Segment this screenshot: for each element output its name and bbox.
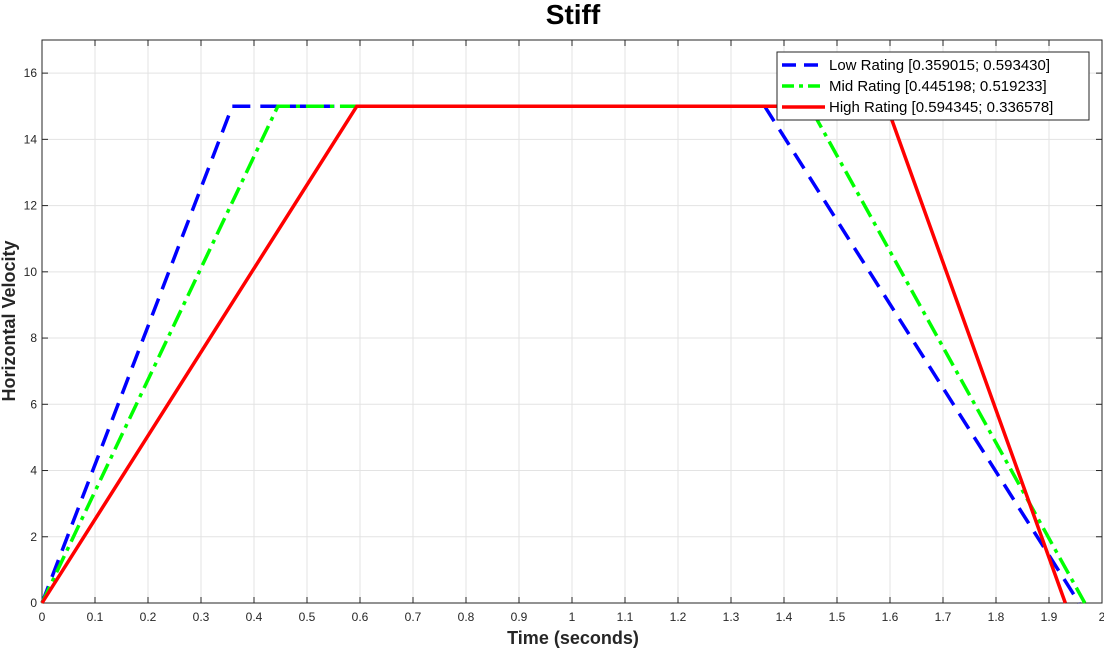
- x-tick-label: 1.7: [935, 610, 952, 624]
- y-tick-label: 6: [30, 397, 37, 411]
- legend-box: [776, 51, 1090, 121]
- y-tick-labels: 0 2 4 6 8 10 12 14 16: [24, 66, 38, 610]
- x-tick-label: 1: [569, 610, 576, 624]
- x-tick-labels: 0 0.1 0.2 0.3 0.4 0.5 0.6 0.7 0.8 0.9 1 1.1 1.2 1.3 1.…: [39, 610, 1104, 624]
- legend-label: Low Rating [0.359015; 0.593430]: [829, 57, 1050, 74]
- x-tick-label: 0.7: [405, 610, 422, 624]
- x-tick-label: 0.2: [140, 610, 157, 624]
- x-tick-label: 1.8: [988, 610, 1005, 624]
- x-tick-label: 1.2: [670, 610, 687, 624]
- x-tick-label: 0.8: [458, 610, 475, 624]
- y-tick-label: 16: [24, 66, 38, 80]
- y-tick-label: 14: [24, 132, 38, 146]
- legend-label: Mid Rating [0.445198; 0.519233]: [829, 78, 1047, 95]
- y-tick-label: 2: [30, 530, 37, 544]
- legend-label: High Rating [0.594345; 0.336578]: [829, 99, 1053, 116]
- y-tick-label: 12: [24, 199, 38, 213]
- chart-title: Stiff: [546, 0, 601, 30]
- x-tick-label: 1.9: [1041, 610, 1058, 624]
- series-lines: [40, 104, 1087, 604]
- series-line-1: [40, 104, 1087, 604]
- x-tick-label: 0.3: [193, 610, 210, 624]
- x-tick-label: 0.9: [511, 610, 528, 624]
- x-tick-label: 0.4: [246, 610, 263, 624]
- x-axis-label: Time (seconds): [507, 628, 639, 648]
- x-tick-label: 0.6: [352, 610, 369, 624]
- x-tick-label: 1.6: [882, 610, 899, 624]
- x-tick-label: 0.1: [87, 610, 104, 624]
- y-tick-label: 8: [30, 331, 37, 345]
- y-tick-label: 4: [30, 464, 37, 478]
- x-tick-label: 1.5: [829, 610, 846, 624]
- x-tick-label: 1.3: [723, 610, 740, 624]
- x-tick-label: 1.1: [617, 610, 634, 624]
- x-tick-label: 0.5: [299, 610, 316, 624]
- tick-marks: [41, 40, 1103, 604]
- grid: [41, 40, 1103, 604]
- x-tick-label: 1.4: [776, 610, 793, 624]
- x-tick-label: 2: [1099, 610, 1104, 624]
- x-tick-label: 0: [39, 610, 46, 624]
- chart-title-group: Stiff: [546, 0, 601, 30]
- y-axis-label: Horizontal Velocity: [0, 240, 19, 401]
- legend: Low Rating [0.359015; 0.593430] Mid Ratin…: [776, 51, 1090, 121]
- y-tick-label: 10: [24, 265, 38, 279]
- y-tick-label: 0: [30, 596, 37, 610]
- series-line-2: [40, 104, 1067, 604]
- legend-entries: Low Rating [0.359015; 0.593430] Mid Ratin…: [782, 57, 1053, 116]
